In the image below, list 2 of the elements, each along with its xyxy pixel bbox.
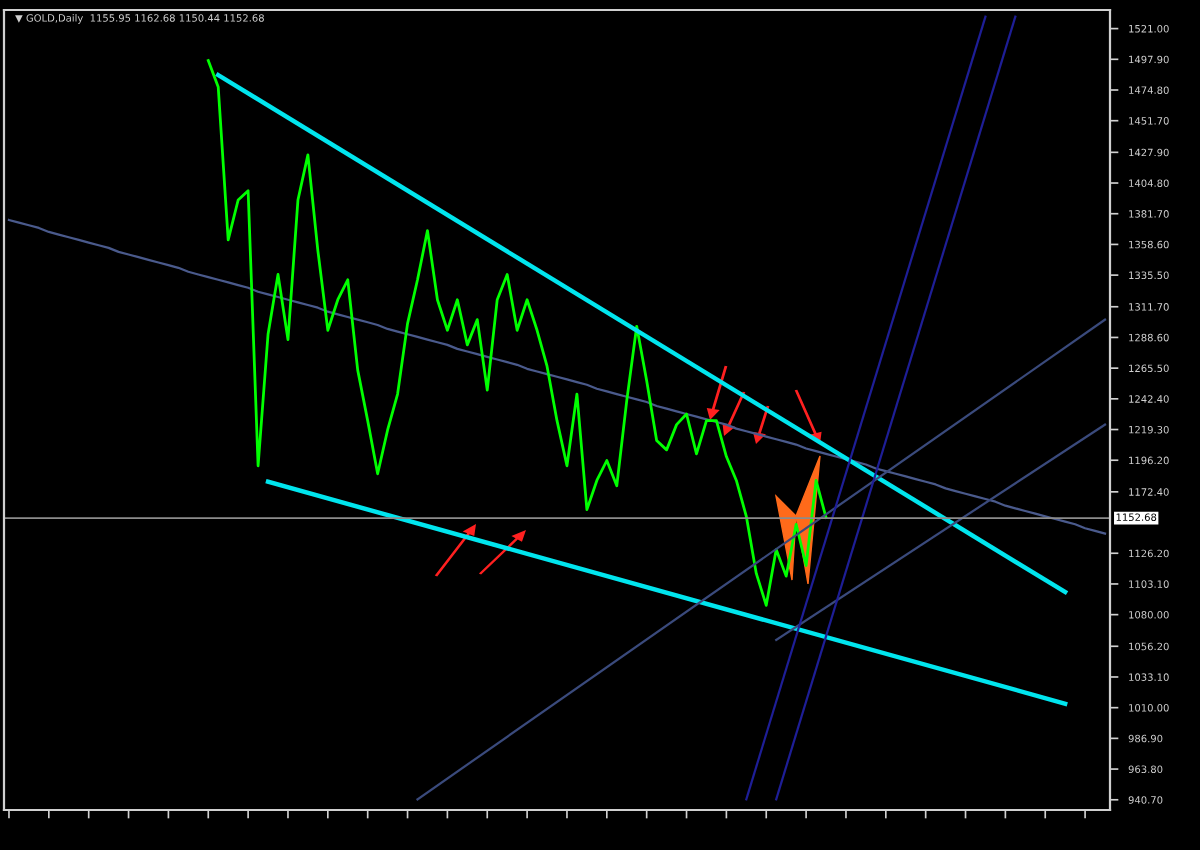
line-series	[7, 218, 1107, 535]
line-series	[206, 59, 828, 607]
